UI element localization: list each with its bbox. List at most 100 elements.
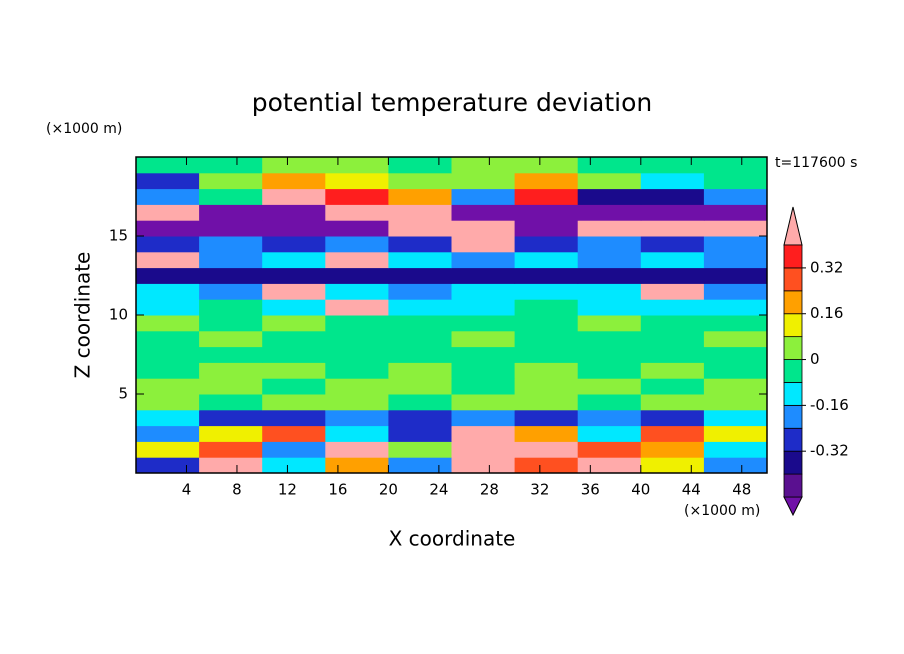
colorbar-tick-label: -0.32	[810, 442, 849, 460]
field-cell	[136, 172, 200, 190]
field-cell	[640, 330, 705, 348]
field-cell	[262, 172, 326, 190]
field-cell	[325, 157, 389, 174]
x-tick-label: 24	[429, 481, 448, 499]
field-cell	[325, 204, 389, 221]
field-cell	[577, 283, 642, 300]
field-cell	[199, 299, 263, 316]
field-cell	[262, 330, 326, 348]
field-cell	[325, 283, 389, 300]
field-cell	[703, 188, 768, 205]
field-cell	[514, 330, 579, 348]
field-cell	[136, 394, 200, 411]
colorbar-under	[783, 496, 803, 517]
field-cell	[451, 362, 516, 379]
field-cell	[262, 157, 326, 174]
field-cell	[451, 457, 516, 474]
field-cell	[451, 346, 516, 363]
field-cell	[577, 299, 642, 316]
field-cell	[703, 220, 768, 237]
field-cell	[577, 346, 642, 363]
field-cell	[325, 172, 389, 190]
field-cell	[577, 172, 642, 190]
field-cell	[640, 188, 705, 205]
field-cell	[325, 362, 389, 379]
colorbar-segment	[783, 427, 803, 452]
field-cell	[262, 441, 326, 458]
field-cell	[136, 362, 200, 379]
field-cell	[703, 299, 768, 316]
field-cell	[325, 425, 389, 442]
field-cell	[388, 157, 452, 174]
field-cell	[262, 362, 326, 379]
field-cell	[325, 251, 389, 269]
colorbar-segment	[783, 473, 803, 498]
field-cell	[703, 394, 768, 411]
field-cell	[577, 330, 642, 348]
field-cell	[199, 457, 263, 474]
field-cell	[262, 457, 326, 474]
field-cell	[199, 172, 263, 190]
field-cell	[388, 378, 452, 395]
field-cell	[325, 409, 389, 427]
field-cell	[388, 441, 452, 458]
colorbar-segment	[783, 336, 803, 360]
x-axis-label: X coordinate	[389, 527, 516, 551]
y-tick-label: 15	[109, 227, 128, 245]
field-cell	[388, 299, 452, 316]
field-cell	[388, 236, 452, 253]
field-cell	[514, 299, 579, 316]
field-cell	[451, 330, 516, 348]
field-cell	[199, 378, 263, 395]
field-cell	[577, 220, 642, 237]
colorbar-segment	[783, 313, 803, 338]
field-cell	[388, 267, 452, 284]
field-cell	[514, 188, 579, 205]
field-cell	[325, 330, 389, 348]
field-cell	[640, 315, 705, 332]
x-tick-label: 36	[581, 481, 600, 499]
field-cell	[325, 299, 389, 316]
field-cell	[451, 267, 516, 284]
field-cell	[577, 315, 642, 332]
field-cell	[514, 409, 579, 427]
field-cell	[514, 172, 579, 190]
field-cell	[703, 251, 768, 269]
colorbar-segment	[783, 290, 803, 315]
field-cell	[577, 409, 642, 427]
field-cell	[514, 346, 579, 363]
field-cell	[514, 457, 579, 474]
field-cell	[388, 457, 452, 474]
field-cell	[199, 425, 263, 442]
field-cell	[577, 267, 642, 284]
field-cell	[640, 362, 705, 379]
field-cell	[703, 362, 768, 379]
field-cell	[514, 394, 579, 411]
field-cell	[199, 330, 263, 348]
field-cell	[640, 441, 705, 458]
field-cell	[577, 188, 642, 205]
x-tick-label: 48	[732, 481, 751, 499]
field-cell	[388, 172, 452, 190]
field-cell	[640, 172, 705, 190]
field-cell	[703, 457, 768, 474]
field-cell	[640, 204, 705, 221]
field-cell	[451, 441, 516, 458]
field-cell	[199, 409, 263, 427]
colorbar-segment	[783, 244, 803, 269]
field-cell	[640, 267, 705, 284]
chart-title: potential temperature deviation	[252, 88, 652, 117]
field-cell	[577, 394, 642, 411]
field-cell	[136, 346, 200, 363]
field-cell	[703, 236, 768, 253]
field-cell	[388, 251, 452, 269]
x-tick-label: 20	[379, 481, 398, 499]
field-cell	[262, 251, 326, 269]
colorbar-segment	[783, 450, 803, 475]
field-cell	[136, 330, 200, 348]
field-cell	[136, 299, 200, 316]
field-cell	[703, 441, 768, 458]
field-cell	[325, 315, 389, 332]
field-cell	[388, 425, 452, 442]
x-tick-label: 4	[182, 481, 192, 499]
